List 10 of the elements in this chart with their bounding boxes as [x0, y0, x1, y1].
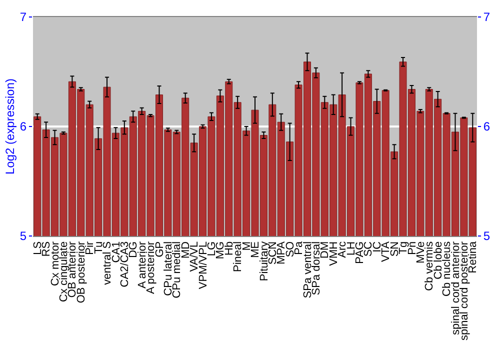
y2-tick-label: 5: [483, 229, 490, 244]
y-tick-label: 7: [20, 10, 27, 24]
x-tick-label: A posterior: [145, 241, 158, 294]
x-tick-label: OB posterior: [75, 241, 88, 304]
y-axis-title: Log2 (expression): [3, 78, 18, 175]
x-tick-label: Tg: [398, 241, 410, 254]
y-tick-label: 5: [20, 229, 27, 244]
y2-tick-label: 6: [483, 120, 490, 134]
y2-tick-label: 7: [483, 10, 490, 24]
y-tick-label: 6: [20, 120, 27, 134]
